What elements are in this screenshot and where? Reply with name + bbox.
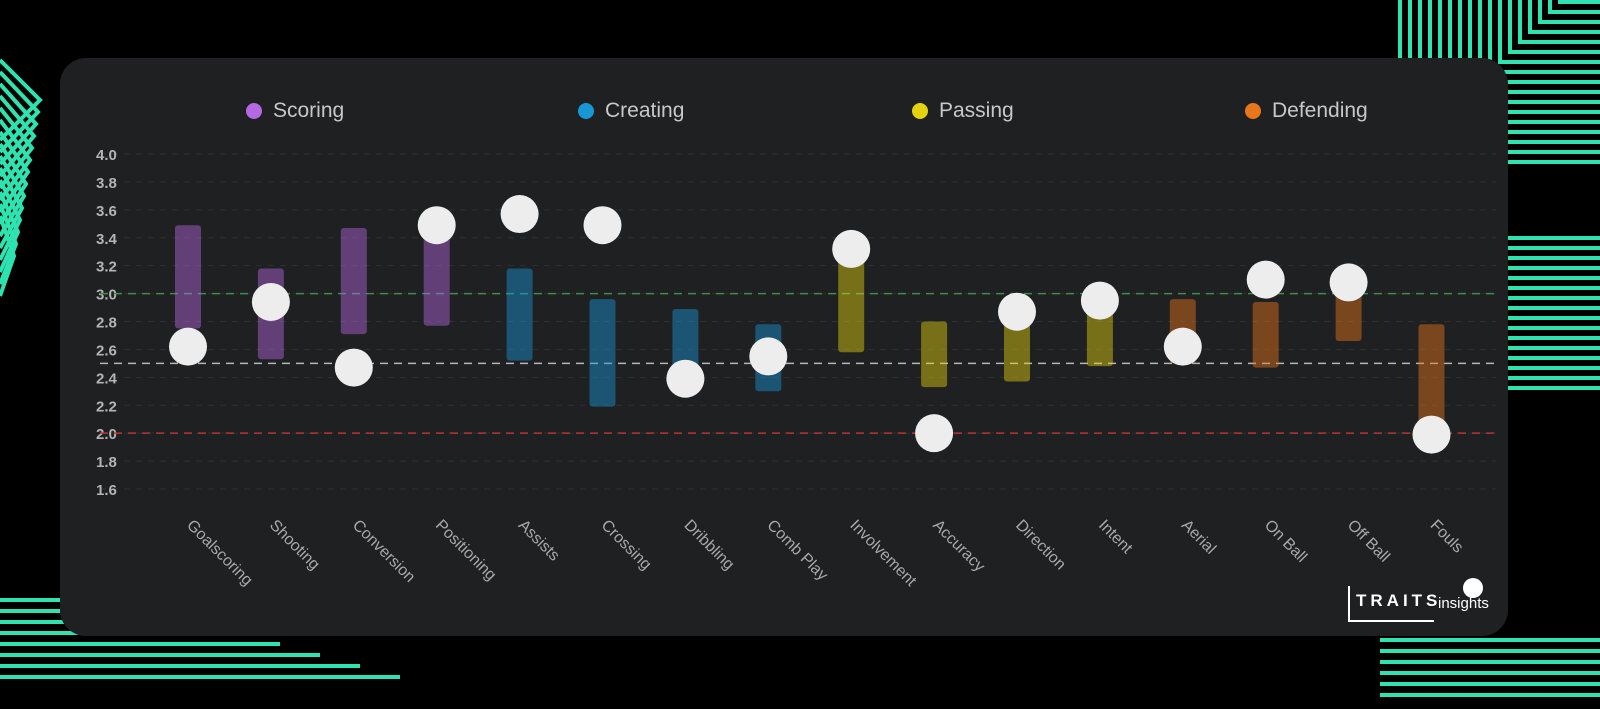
x-tick-label: Intent <box>1095 517 1136 558</box>
stripe-top-right <box>1518 0 1600 44</box>
range-bar <box>672 308 699 376</box>
legend-item-creating: Creating <box>578 96 684 126</box>
grid-lines <box>100 153 1496 490</box>
value-dot <box>334 348 373 387</box>
logo-brand: TRAITS <box>1356 591 1442 610</box>
y-tick-label: 2.4 <box>96 370 118 387</box>
legend-dot-scoring <box>246 103 262 119</box>
y-tick-label: 3.0 <box>96 287 117 304</box>
y-tick-label: 2.2 <box>96 398 117 415</box>
x-tick-labels: Goalscoring Shooting Conversion Positioning… <box>183 517 1466 590</box>
range-bar <box>1004 318 1030 382</box>
value-dot <box>998 292 1036 331</box>
chart-card: 4.0 3.8 3.6 3.4 3.2 3.0 2.8 2.6 2.4 2.2 2.0 1.8 1.6 G… <box>60 58 1508 636</box>
x-tick-label: Involvement <box>846 517 919 590</box>
value-dot <box>749 337 788 376</box>
y-tick-label: 2.0 <box>96 426 117 443</box>
logo-sub: insights <box>1438 595 1489 612</box>
x-tick-label: Dribbling <box>681 517 738 574</box>
stripe-top-right <box>1498 0 1600 64</box>
value-dot <box>915 414 954 453</box>
logo-dot <box>1463 578 1483 598</box>
x-tick-label: Assists <box>515 517 563 565</box>
stripe-left <box>0 179 23 261</box>
legend-item-scoring: Scoring <box>246 96 344 126</box>
legend-label-scoring: Scoring <box>273 99 345 122</box>
range-bar <box>1252 301 1279 368</box>
value-dot <box>500 195 539 234</box>
range-bar <box>423 226 450 326</box>
range-bar <box>1418 324 1445 434</box>
y-tick-label: 3.6 <box>96 203 117 220</box>
value-dot <box>251 282 290 321</box>
x-tick-label: Crossing <box>598 517 655 574</box>
legend-item-passing: Passing <box>912 96 1014 126</box>
range-bar <box>589 299 616 407</box>
range-bar <box>921 321 948 388</box>
value-dot <box>1163 327 1202 366</box>
value-dot <box>583 206 622 245</box>
y-tick-label: 4.0 <box>96 147 117 164</box>
legend-dot-defending <box>1245 103 1261 119</box>
value-dot <box>169 327 207 366</box>
value-dot <box>1246 260 1285 299</box>
x-tick-label: Shooting <box>266 517 323 574</box>
range-bar <box>506 268 533 361</box>
value-dot <box>1329 263 1368 302</box>
stripe-top-right <box>1528 0 1600 34</box>
x-tick-label: Direction <box>1012 517 1069 574</box>
legend-dot-passing <box>912 103 928 119</box>
value-dot <box>1412 415 1451 454</box>
logo-bracket <box>1348 586 1434 622</box>
traits-insights-logo: TRAITS insights <box>1348 586 1498 624</box>
x-tick-label: Comb Play <box>763 517 830 584</box>
value-dot <box>417 206 456 245</box>
legend-item-defending: Defending <box>1245 96 1368 126</box>
y-tick-label: 2.6 <box>96 342 117 359</box>
x-tick-label: Positioning <box>432 517 499 584</box>
x-tick-label: Fouls <box>1427 517 1467 557</box>
y-tick-label: 3.2 <box>96 259 117 276</box>
range-bar <box>175 225 201 329</box>
range-dot-chart: 4.0 3.8 3.6 3.4 3.2 3.0 2.8 2.6 2.4 2.2 2.0 1.8 1.6 G… <box>96 147 1496 590</box>
stripe-left <box>0 215 17 297</box>
x-tick-label: Aerial <box>1178 517 1219 558</box>
value-dots <box>169 195 1451 454</box>
reference-lines <box>100 292 1496 434</box>
stripe-top-right <box>1508 0 1600 54</box>
stripe-left <box>0 191 21 273</box>
x-tick-label: Conversion <box>349 517 418 586</box>
legend-label-defending: Defending <box>1272 99 1368 122</box>
range-bar <box>838 251 865 353</box>
y-tick-label: 2.8 <box>96 315 117 332</box>
range-bars <box>175 225 1445 434</box>
x-tick-label: Accuracy <box>929 517 988 576</box>
stripe-left <box>0 203 19 285</box>
value-dot <box>1080 281 1119 320</box>
y-axis-ticks: 4.0 3.8 3.6 3.4 3.2 3.0 2.8 2.6 2.4 2.2 2.0 1.8 1.6 <box>96 147 118 499</box>
legend-label-passing: Passing <box>939 99 1014 122</box>
stripe-top-right <box>1558 0 1600 4</box>
range-bar <box>1086 306 1113 367</box>
stripe-top-right <box>1548 0 1600 14</box>
y-tick-label: 1.6 <box>96 482 117 499</box>
x-tick-label: Goalscoring <box>183 517 255 589</box>
y-tick-label: 1.8 <box>96 454 117 471</box>
value-dot <box>666 359 705 398</box>
y-tick-label: 3.8 <box>96 175 117 192</box>
y-tick-label: 3.4 <box>96 231 118 248</box>
legend-dot-creating <box>578 103 594 119</box>
x-tick-label: On Ball <box>1261 517 1310 566</box>
x-tick-label: Off Ball <box>1344 517 1393 566</box>
value-dot <box>832 229 871 268</box>
stripe-top-right <box>1538 0 1600 24</box>
range-bar <box>340 227 367 335</box>
legend-label-creating: Creating <box>605 99 685 122</box>
